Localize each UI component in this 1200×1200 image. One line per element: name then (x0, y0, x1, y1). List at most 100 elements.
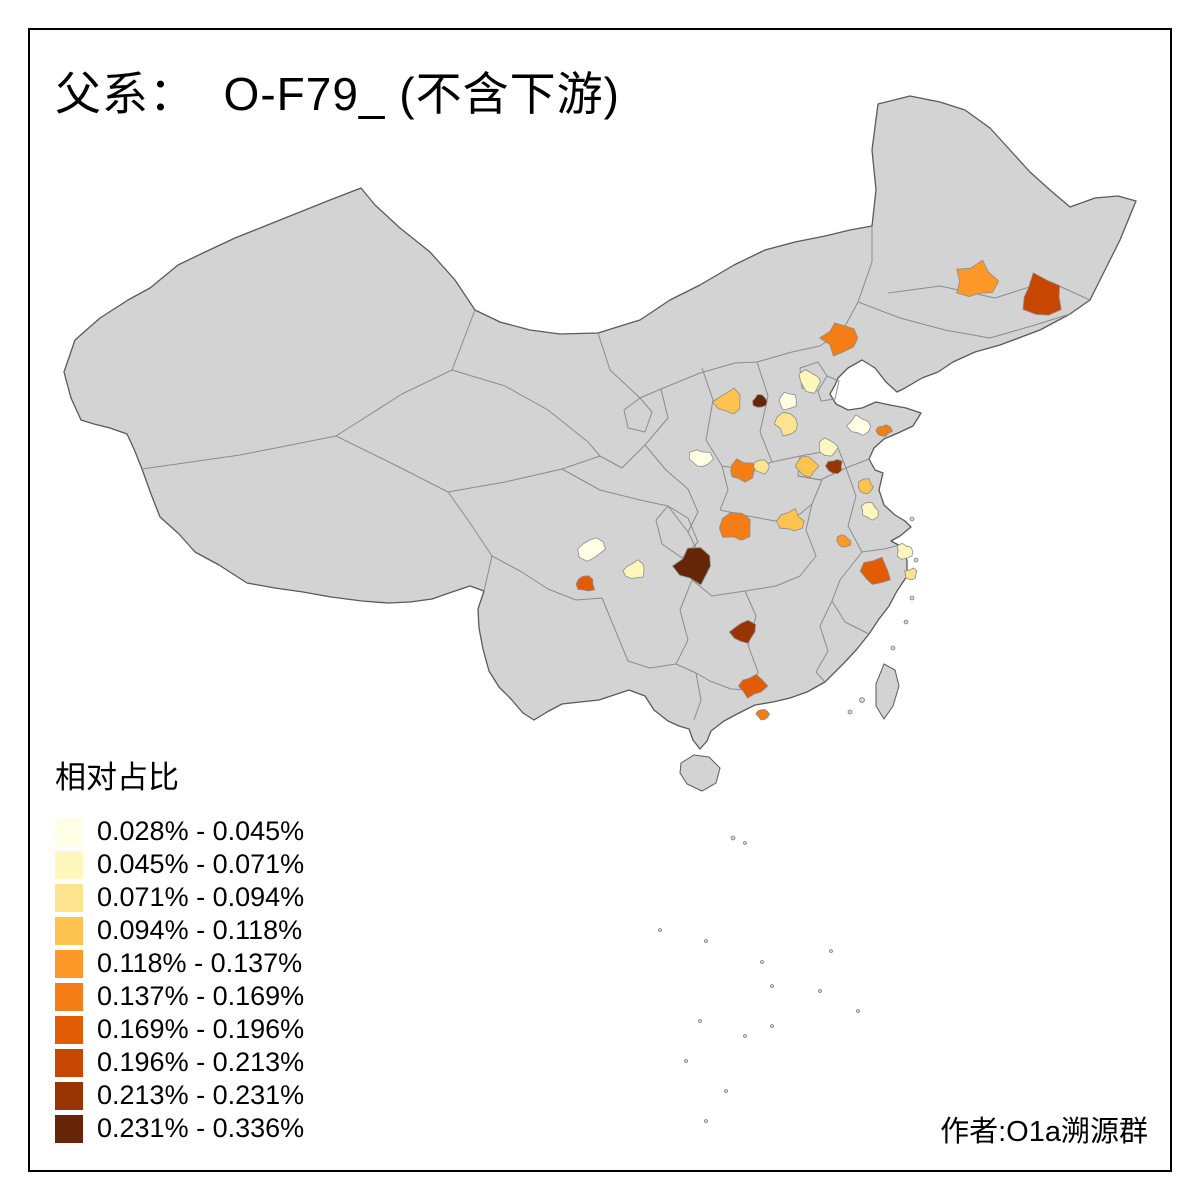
choropleth-region (836, 534, 852, 548)
choropleth-region (798, 369, 821, 394)
province-border (597, 332, 669, 469)
legend-row: 0.169% - 0.196% (55, 1013, 304, 1046)
province-border (627, 660, 677, 669)
choropleth-region (711, 387, 741, 415)
choropleth-region (622, 559, 645, 579)
province-border (701, 367, 729, 511)
legend-label: 0.196% - 0.213% (97, 1047, 305, 1077)
choropleth-region (846, 414, 872, 436)
choropleth-region (825, 459, 843, 475)
province-border (447, 369, 601, 493)
choropleth-region (875, 424, 893, 437)
islet (770, 984, 774, 988)
choropleth-region (719, 511, 751, 541)
choropleth-region (672, 547, 711, 586)
province-border (675, 579, 697, 674)
islet (890, 645, 896, 651)
province-border (799, 361, 828, 392)
attribution: 作者:O1a溯源群 (940, 1116, 1148, 1148)
province-border (335, 435, 493, 592)
legend-swatch (55, 883, 83, 912)
province-border (695, 672, 752, 691)
choropleth-region (858, 478, 874, 494)
islet (760, 960, 764, 964)
choropleth-region (904, 567, 918, 580)
page-title: 父系： O-F79_ (不含下游) (55, 68, 620, 120)
legend-swatch (55, 1114, 83, 1143)
choropleth-region (794, 455, 820, 478)
islet (730, 835, 736, 841)
province-border (655, 505, 699, 559)
province-border (845, 467, 863, 553)
province-border (491, 555, 629, 662)
islet (829, 949, 833, 953)
choropleth-region (730, 458, 755, 483)
legend-label: 0.231% - 0.336% (97, 1113, 305, 1143)
legend-row: 0.213% - 0.231% (55, 1079, 304, 1112)
legend-row: 0.196% - 0.213% (55, 1046, 304, 1079)
mainland-outline (63, 95, 1137, 750)
legend: 相对占比 0.028% - 0.045% 0.045% - 0.071% 0.0… (55, 752, 304, 1145)
province-border (857, 301, 1071, 339)
islet (724, 1089, 728, 1093)
legend-swatch (55, 982, 83, 1011)
legend-swatch (55, 916, 83, 945)
legend-swatch (55, 1015, 83, 1044)
islet (698, 1019, 702, 1023)
legend-row: 0.071% - 0.094% (55, 881, 304, 914)
province-border (799, 503, 817, 577)
province-border (756, 361, 773, 463)
island (875, 663, 900, 720)
province-border (693, 672, 702, 721)
choropleth-region (860, 502, 879, 521)
choropleth-region (1022, 272, 1062, 316)
islet (770, 1024, 774, 1028)
legend-label: 0.045% - 0.071% (97, 849, 305, 879)
legend-swatch (55, 850, 83, 879)
islet (818, 989, 822, 993)
choropleth-region (738, 674, 769, 699)
legend-row: 0.137% - 0.169% (55, 980, 304, 1013)
choropleth-region (728, 619, 756, 644)
figure-frame (28, 28, 1172, 1172)
choropleth-region (819, 322, 859, 357)
choropleth-region (956, 259, 1000, 297)
islet (859, 697, 865, 703)
islet (743, 841, 747, 845)
islet (856, 1009, 860, 1013)
legend-row: 0.094% - 0.118% (55, 914, 304, 947)
choropleth-region (752, 394, 768, 408)
islet (704, 939, 708, 943)
choropleth-region (818, 437, 839, 457)
legend-swatch (55, 1048, 83, 1077)
choropleth-region (575, 575, 596, 592)
legend-label: 0.118% - 0.137% (97, 948, 303, 978)
legend-swatch (55, 949, 83, 978)
island (679, 754, 721, 792)
choropleth-region (896, 542, 913, 560)
legend-label: 0.137% - 0.169% (97, 981, 305, 1011)
islet (903, 619, 909, 625)
province-border (815, 600, 833, 683)
province-border (660, 226, 873, 390)
province-border (141, 309, 476, 470)
legend-title: 相对占比 (55, 760, 179, 795)
legend-label: 0.169% - 0.196% (97, 1014, 305, 1044)
islet (909, 516, 915, 522)
province-border (817, 375, 840, 402)
province-border (797, 475, 823, 505)
legend-swatch (55, 817, 83, 846)
choropleth-region (778, 392, 797, 411)
legend-label: 0.071% - 0.094% (97, 882, 305, 912)
choropleth-region (774, 411, 798, 437)
legend-swatch (55, 1081, 83, 1110)
province-border (644, 444, 699, 533)
province-border (861, 544, 901, 553)
islet (684, 1059, 688, 1063)
legend-label: 0.213% - 0.231% (97, 1080, 305, 1110)
choropleth-region (776, 508, 805, 532)
legend-row: 0.118% - 0.137% (55, 947, 304, 980)
islet (743, 1034, 747, 1038)
